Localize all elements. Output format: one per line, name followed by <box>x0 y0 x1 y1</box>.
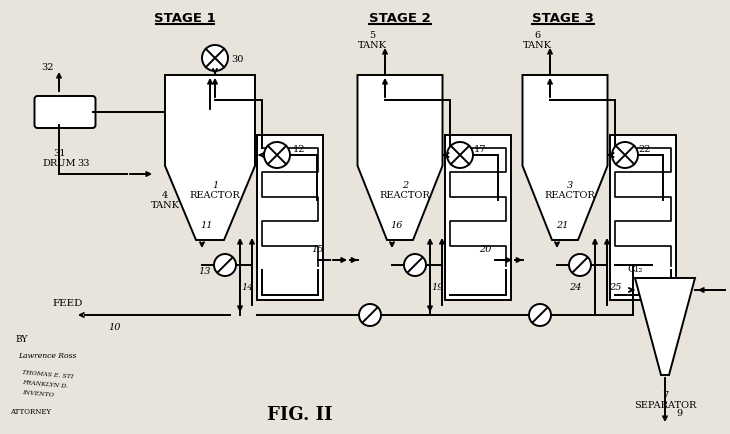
Text: REACTOR: REACTOR <box>190 191 240 201</box>
Text: Cl₂: Cl₂ <box>627 264 642 273</box>
Circle shape <box>529 304 551 326</box>
Text: FRANKLYN D.: FRANKLYN D. <box>22 380 68 389</box>
FancyBboxPatch shape <box>34 96 96 128</box>
Text: 22: 22 <box>639 145 651 155</box>
Text: SEPARATOR: SEPARATOR <box>634 401 696 410</box>
Text: STAGE 3: STAGE 3 <box>532 11 594 24</box>
Text: 17: 17 <box>474 145 486 155</box>
Text: 24: 24 <box>569 283 581 292</box>
Text: STAGE 1: STAGE 1 <box>154 11 216 24</box>
Text: REACTOR: REACTOR <box>545 191 596 201</box>
Text: 6: 6 <box>534 30 540 39</box>
Text: 12: 12 <box>293 145 305 155</box>
Text: ATTORNEY: ATTORNEY <box>10 408 51 416</box>
Text: BY: BY <box>15 335 28 344</box>
Text: 13: 13 <box>199 266 211 276</box>
Polygon shape <box>358 75 442 240</box>
FancyBboxPatch shape <box>257 135 323 300</box>
Text: 15: 15 <box>312 246 324 254</box>
Text: Lawrence Ross: Lawrence Ross <box>18 352 77 360</box>
Text: TANK: TANK <box>523 42 551 50</box>
Text: 2: 2 <box>402 181 408 190</box>
Text: 16: 16 <box>391 220 403 230</box>
Text: 9: 9 <box>676 408 682 418</box>
Text: 14: 14 <box>242 283 254 292</box>
Text: 4: 4 <box>162 191 168 200</box>
Text: 30: 30 <box>231 56 243 65</box>
Text: 25: 25 <box>609 283 621 292</box>
Text: REACTOR: REACTOR <box>380 191 431 201</box>
Text: 20: 20 <box>479 246 491 254</box>
Text: 10: 10 <box>109 322 121 332</box>
Text: 19: 19 <box>431 283 445 292</box>
Text: 11: 11 <box>201 220 213 230</box>
Circle shape <box>447 142 473 168</box>
FancyBboxPatch shape <box>445 135 511 300</box>
FancyBboxPatch shape <box>610 135 676 300</box>
Text: 5: 5 <box>369 30 375 39</box>
Text: 3: 3 <box>567 181 573 190</box>
Circle shape <box>214 254 236 276</box>
Text: 32: 32 <box>41 62 53 72</box>
Circle shape <box>264 142 290 168</box>
Polygon shape <box>635 278 695 375</box>
Text: 7: 7 <box>662 391 668 400</box>
Text: FIG. II: FIG. II <box>267 406 333 424</box>
Polygon shape <box>165 75 255 240</box>
Text: THOMAS E. STI: THOMAS E. STI <box>22 370 74 379</box>
Text: FEED: FEED <box>53 299 83 308</box>
Text: 33: 33 <box>77 160 89 168</box>
Circle shape <box>569 254 591 276</box>
Text: TANK: TANK <box>150 201 180 210</box>
Text: 1: 1 <box>212 181 218 190</box>
Circle shape <box>612 142 638 168</box>
Circle shape <box>404 254 426 276</box>
Text: INVENTO: INVENTO <box>22 390 54 398</box>
Polygon shape <box>523 75 607 240</box>
Text: 21: 21 <box>556 220 568 230</box>
Circle shape <box>202 45 228 71</box>
Circle shape <box>359 304 381 326</box>
Text: DRUM: DRUM <box>42 158 76 168</box>
Text: 31: 31 <box>53 148 65 158</box>
Text: TANK: TANK <box>358 42 386 50</box>
Text: STAGE 2: STAGE 2 <box>369 11 431 24</box>
